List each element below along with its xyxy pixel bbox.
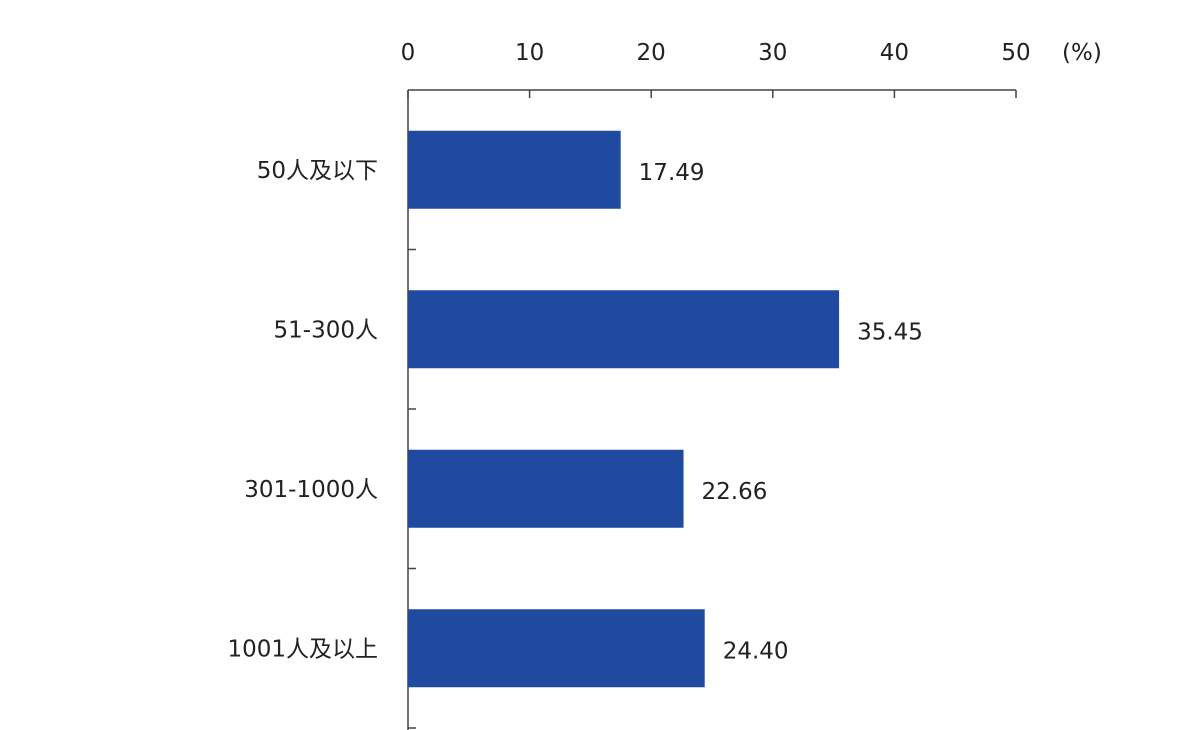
category-label: 301-1000人 xyxy=(244,477,378,503)
y-axis-ticks xyxy=(408,248,416,729)
category-label: 51-300人 xyxy=(274,317,378,343)
bar xyxy=(408,290,840,369)
value-label: 35.45 xyxy=(857,319,923,345)
x-tick-label: 30 xyxy=(758,40,787,66)
x-axis-ticks: 0 10 20 30 40 50 xyxy=(401,40,1031,98)
x-tick-label: 10 xyxy=(515,40,544,66)
x-tick-label: 0 xyxy=(401,40,416,66)
x-axis-unit-label: (%) xyxy=(1062,40,1102,66)
value-label: 22.66 xyxy=(702,479,768,505)
category-labels: 50人及以下 51-300人 301-1000人 1001人及以上 xyxy=(227,158,378,663)
bar xyxy=(408,609,705,688)
value-label: 17.49 xyxy=(639,160,705,186)
value-label: 24.40 xyxy=(723,638,789,664)
category-label: 50人及以下 xyxy=(257,158,378,184)
x-tick-label: 40 xyxy=(880,40,909,66)
value-labels: 17.49 35.45 22.66 24.40 xyxy=(639,160,923,665)
x-tick-label: 50 xyxy=(1001,40,1030,66)
bar xyxy=(408,130,621,209)
bar xyxy=(408,449,684,528)
bars xyxy=(408,130,840,688)
x-tick-label: 20 xyxy=(637,40,666,66)
category-label: 1001人及以上 xyxy=(227,636,378,662)
